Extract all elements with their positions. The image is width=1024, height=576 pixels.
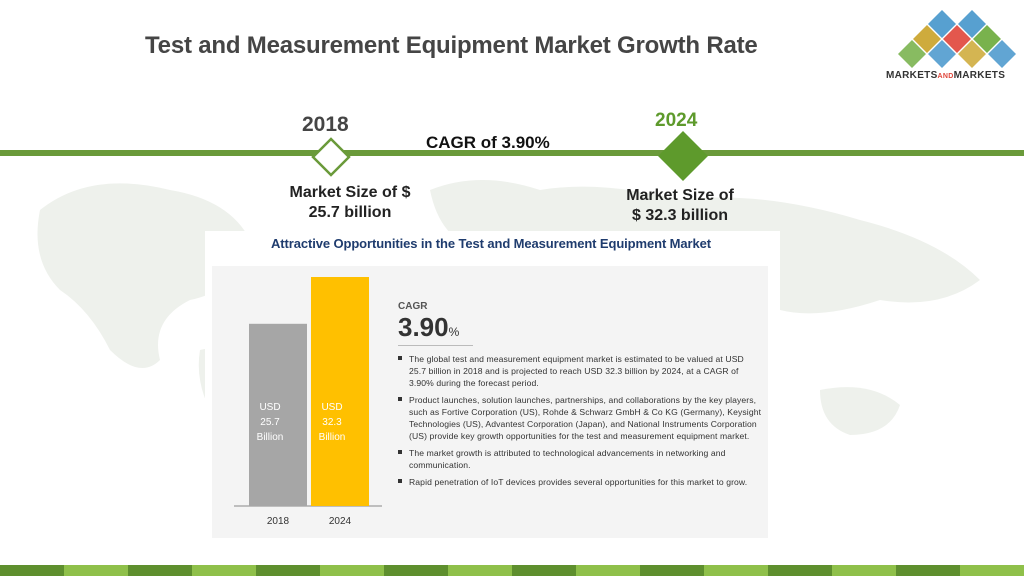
strip-segment — [128, 565, 192, 576]
strip-segment — [768, 565, 832, 576]
marketsandmarkets-logo — [898, 10, 1016, 68]
cagr-divider — [398, 345, 473, 346]
end-market-size: Market Size of $ 32.3 billion — [626, 187, 734, 224]
key-findings-list: The global test and measurement equipmen… — [398, 353, 763, 493]
finding-item: Rapid penetration of IoT devices provide… — [398, 476, 763, 488]
strip-segment — [384, 565, 448, 576]
x-tick-label: 2024 — [329, 516, 352, 527]
panel-body: USD 25.7 Billion 2018 USD 32.3 Billion 2024 CAG… — [212, 266, 768, 538]
strip-segment — [896, 565, 960, 576]
timeline-start-marker-icon — [311, 137, 351, 177]
strip-segment — [704, 565, 768, 576]
finding-item: The market growth is attributed to techn… — [398, 447, 763, 471]
opportunities-panel: Attractive Opportunities in the Test and… — [205, 231, 780, 546]
cagr-value: 3.90% — [398, 312, 460, 342]
panel-title: Attractive Opportunities in the Test and… — [271, 236, 711, 251]
timeline-start-year: 2018 — [302, 113, 349, 136]
start-market-size: Market Size of $ 25.7 billion — [289, 184, 411, 221]
bar-value-label: USD — [321, 402, 342, 413]
strip-segment — [192, 565, 256, 576]
finding-item: Product launches, solution launches, par… — [398, 394, 763, 442]
logo-wordmark: MARKETSANDMARKETS — [886, 70, 1006, 81]
timeline-end-year: 2024 — [655, 110, 698, 131]
bar-value-label: Billion — [319, 432, 346, 443]
bar-value-label: USD — [259, 402, 280, 413]
strip-segment — [576, 565, 640, 576]
strip-segment — [64, 565, 128, 576]
strip-segment — [512, 565, 576, 576]
timeline-cagr-label: CAGR of 3.90% — [426, 133, 550, 152]
bar-value-label: 25.7 — [260, 417, 280, 428]
slide-title: Test and Measurement Equipment Market Gr… — [145, 32, 758, 59]
strip-segment — [448, 565, 512, 576]
strip-segment — [320, 565, 384, 576]
cagr-heading: CAGR — [398, 301, 428, 312]
market-bar-chart: USD 25.7 Billion 2018 USD 32.3 Billion 2024 — [234, 277, 382, 527]
strip-segment — [960, 565, 1024, 576]
bar-value-label: 32.3 — [322, 417, 342, 428]
timeline-bar — [0, 150, 1024, 156]
finding-item: The global test and measurement equipmen… — [398, 353, 763, 389]
bar-value-label: Billion — [257, 432, 284, 443]
strip-segment — [0, 565, 64, 576]
strip-segment — [256, 565, 320, 576]
bar-2018 — [249, 323, 307, 506]
bottom-color-strip — [0, 565, 1024, 576]
bar-2024 — [311, 277, 369, 506]
timeline-end-marker-icon — [658, 131, 708, 181]
x-tick-label: 2018 — [267, 516, 290, 527]
strip-segment — [832, 565, 896, 576]
strip-segment — [640, 565, 704, 576]
